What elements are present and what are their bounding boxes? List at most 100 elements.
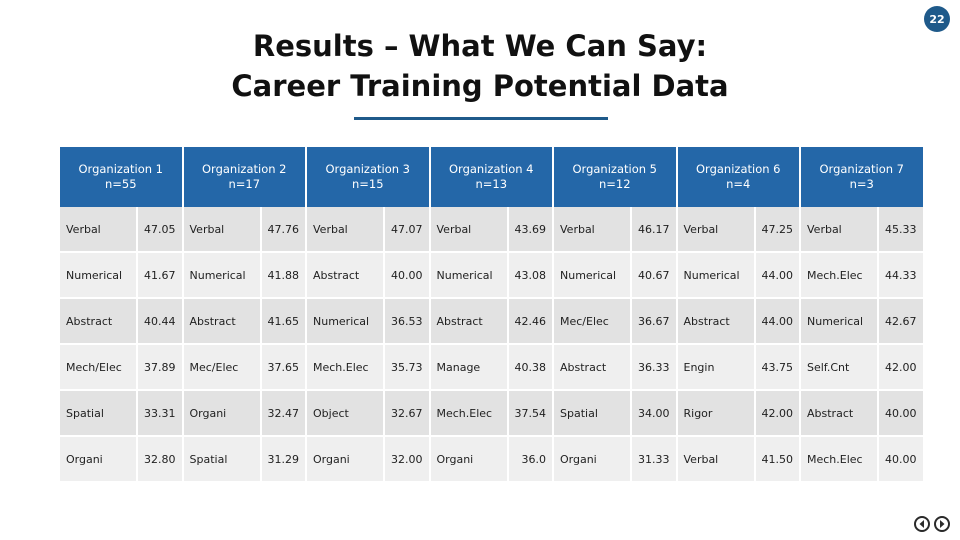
scale-name-cell: Verbal — [305, 207, 383, 253]
score-cell: 36.0 — [506, 437, 552, 483]
scale-name-cell: Rigor — [675, 391, 754, 437]
org-sample-size: n=13 — [475, 177, 508, 191]
scale-name-cell: Engin — [675, 345, 754, 391]
scale-name-cell: Abstract — [428, 299, 507, 345]
score-cell: 43.69 — [506, 207, 552, 253]
score-cell: 32.80 — [136, 437, 182, 483]
score-cell: 32.47 — [259, 391, 305, 437]
slide-navigation — [914, 516, 950, 532]
score-cell: 42.00 — [877, 345, 923, 391]
scale-name-cell: Organi — [552, 437, 630, 483]
scale-name-cell: Organi — [60, 437, 136, 483]
scale-name-cell: Mec/Elec — [552, 299, 630, 345]
score-cell: 46.17 — [630, 207, 676, 253]
score-cell: 32.67 — [383, 391, 429, 437]
org-sample-size: n=12 — [598, 177, 631, 191]
score-cell: 41.67 — [136, 253, 182, 299]
next-slide-button[interactable] — [934, 516, 950, 532]
scale-name-cell: Numerical — [675, 253, 754, 299]
scale-name-cell: Self.Cnt — [799, 345, 877, 391]
scale-name-cell: Numerical — [60, 253, 136, 299]
score-cell: 40.44 — [136, 299, 182, 345]
score-cell: 47.76 — [259, 207, 305, 253]
table-row: Spatial 33.31 Organi 32.47 Object 32.67 Mech.E… — [60, 391, 923, 437]
org-header-3: Organization 3 n=15 — [305, 147, 429, 207]
score-cell: 40.67 — [630, 253, 676, 299]
org-header-4: Organization 4 n=13 — [428, 147, 552, 207]
org-name: Organization 2 — [202, 162, 287, 176]
scale-name-cell: Mech.Elec — [305, 345, 383, 391]
scale-name-cell: Numerical — [305, 299, 383, 345]
title-line-1: Results – What We Can Say: — [252, 29, 708, 63]
scale-name-cell: Mech/Elec — [60, 345, 136, 391]
score-cell: 47.05 — [136, 207, 182, 253]
scale-name-cell: Mec/Elec — [181, 345, 260, 391]
org-name: Organization 6 — [696, 162, 781, 176]
scale-name-cell: Verbal — [181, 207, 260, 253]
org-header-5: Organization 5 n=12 — [552, 147, 676, 207]
scale-name-cell: Verbal — [428, 207, 507, 253]
score-cell: 44.00 — [753, 299, 799, 345]
scale-name-cell: Spatial — [552, 391, 630, 437]
score-cell: 40.00 — [383, 253, 429, 299]
score-cell: 42.67 — [877, 299, 923, 345]
score-cell: 31.33 — [630, 437, 676, 483]
score-cell: 41.65 — [259, 299, 305, 345]
org-name: Organization 4 — [449, 162, 534, 176]
table-row: Organi 32.80 Spatial 31.29 Organi 32.00 Organi… — [60, 437, 923, 483]
org-name: Organization 1 — [78, 162, 164, 176]
table-body: Verbal 47.05 Verbal 47.76 Verbal 47.07 Verbal 4… — [60, 207, 923, 483]
org-sample-size: n=4 — [726, 177, 751, 191]
score-cell: 36.53 — [383, 299, 429, 345]
score-cell: 35.73 — [383, 345, 429, 391]
score-cell: 40.00 — [877, 437, 923, 483]
score-cell: 47.25 — [753, 207, 799, 253]
score-cell: 43.75 — [753, 345, 799, 391]
scale-name-cell: Spatial — [181, 437, 260, 483]
score-cell: 43.08 — [506, 253, 552, 299]
org-header-6: Organization 6 n=4 — [675, 147, 799, 207]
score-cell: 40.00 — [877, 391, 923, 437]
scale-name-cell: Organi — [181, 391, 260, 437]
score-cell: 36.33 — [630, 345, 676, 391]
score-cell: 41.50 — [753, 437, 799, 483]
table-row: Verbal 47.05 Verbal 47.76 Verbal 47.07 Verbal 4… — [60, 207, 923, 253]
table-row: Numerical 41.67 Numerical 41.88 Abstract 40.0… — [60, 253, 923, 299]
score-cell: 42.00 — [753, 391, 799, 437]
scale-name-cell: Object — [305, 391, 383, 437]
scale-name-cell: Verbal — [675, 437, 754, 483]
score-cell: 42.46 — [506, 299, 552, 345]
score-cell: 32.00 — [383, 437, 429, 483]
score-cell: 37.54 — [506, 391, 552, 437]
title-divider — [354, 117, 608, 120]
scale-name-cell: Verbal — [552, 207, 630, 253]
org-sample-size: n=17 — [228, 177, 261, 191]
org-sample-size: n=15 — [351, 177, 384, 191]
scale-name-cell: Spatial — [60, 391, 136, 437]
chevron-left-icon — [919, 520, 924, 528]
scale-name-cell: Abstract — [799, 391, 877, 437]
scale-name-cell: Numerical — [799, 299, 877, 345]
scale-name-cell: Numerical — [552, 253, 630, 299]
score-cell: 34.00 — [630, 391, 676, 437]
scale-name-cell: Abstract — [60, 299, 136, 345]
score-cell: 44.33 — [877, 253, 923, 299]
score-cell: 37.89 — [136, 345, 182, 391]
org-sample-size: n=55 — [104, 177, 137, 191]
scale-name-cell: Verbal — [799, 207, 877, 253]
org-sample-size: n=3 — [849, 177, 874, 191]
table-row: Abstract 40.44 Abstract 41.65 Numerical 36.53… — [60, 299, 923, 345]
scale-name-cell: Manage — [428, 345, 507, 391]
org-header-2: Organization 2 n=17 — [181, 147, 305, 207]
scale-name-cell: Verbal — [60, 207, 136, 253]
score-cell: 47.07 — [383, 207, 429, 253]
scale-name-cell: Abstract — [305, 253, 383, 299]
scale-name-cell: Abstract — [675, 299, 754, 345]
score-cell: 44.00 — [753, 253, 799, 299]
page-title: Results – What We Can Say: Career Traini… — [0, 26, 960, 106]
scale-name-cell: Mech.Elec — [799, 437, 877, 483]
score-cell: 40.38 — [506, 345, 552, 391]
prev-slide-button[interactable] — [914, 516, 930, 532]
table-row: Mech/Elec 37.89 Mec/Elec 37.65 Mech.Elec 35.7… — [60, 345, 923, 391]
results-table: Organization 1 n=55 Organization 2 n=17 Orga… — [60, 147, 923, 483]
